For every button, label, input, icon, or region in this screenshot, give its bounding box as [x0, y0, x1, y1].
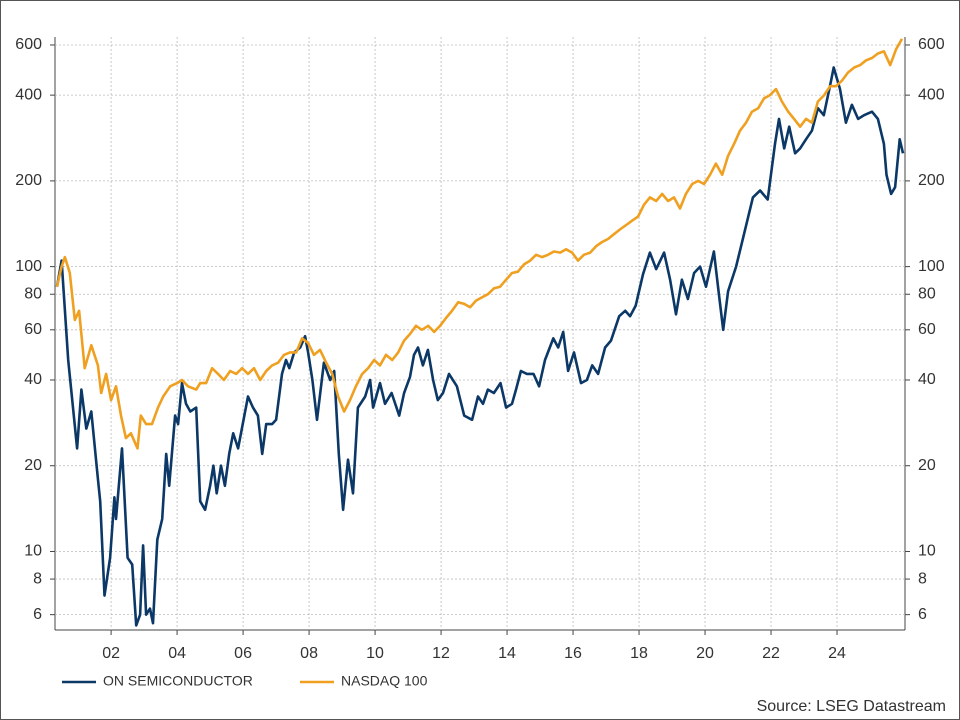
- x-tick-label: 10: [366, 645, 384, 662]
- legend-label: ON SEMICONDUCTOR: [103, 673, 253, 689]
- x-tick-label: 12: [432, 645, 450, 662]
- y-tick-label: 10: [24, 543, 42, 560]
- source-note: Source: LSEG Datastream: [757, 698, 946, 715]
- x-tick-label: 14: [498, 645, 516, 662]
- y2-tick-label: 200: [918, 172, 945, 189]
- x-tick-label: 04: [168, 645, 186, 662]
- y-tick-label: 100: [15, 258, 42, 275]
- y-tick-label: 600: [15, 36, 42, 53]
- y-tick-label: 40: [24, 371, 42, 388]
- x-tick-label: 20: [696, 645, 714, 662]
- x-tick-label: 16: [564, 645, 582, 662]
- x-tick-label: 22: [762, 645, 780, 662]
- series-line: [55, 66, 905, 627]
- x-tick-label: 06: [234, 645, 252, 662]
- x-tick-label: 02: [102, 645, 120, 662]
- y2-tick-label: 600: [918, 36, 945, 53]
- y2-tick-label: 400: [918, 86, 945, 103]
- y-tick-label: 20: [24, 457, 42, 474]
- y2-tick-label: 40: [918, 371, 936, 388]
- series-line: [55, 38, 904, 450]
- y2-tick-label: 20: [918, 457, 936, 474]
- y-tick-label: 80: [24, 285, 42, 302]
- y-tick-label: 400: [15, 86, 42, 103]
- y-tick-label: 8: [33, 570, 42, 587]
- x-tick-label: 18: [630, 645, 648, 662]
- x-tick-label: 08: [300, 645, 318, 662]
- legend-label: NASDAQ 100: [341, 673, 428, 689]
- y-tick-label: 6: [33, 606, 42, 623]
- y-tick-label: 200: [15, 172, 42, 189]
- y2-tick-label: 6: [918, 606, 927, 623]
- y2-tick-label: 60: [918, 321, 936, 338]
- y-tick-label: 60: [24, 321, 42, 338]
- y2-tick-label: 80: [918, 285, 936, 302]
- y2-tick-label: 100: [918, 258, 945, 275]
- y2-tick-label: 10: [918, 543, 936, 560]
- y2-tick-label: 8: [918, 570, 927, 587]
- x-tick-label: 24: [828, 645, 846, 662]
